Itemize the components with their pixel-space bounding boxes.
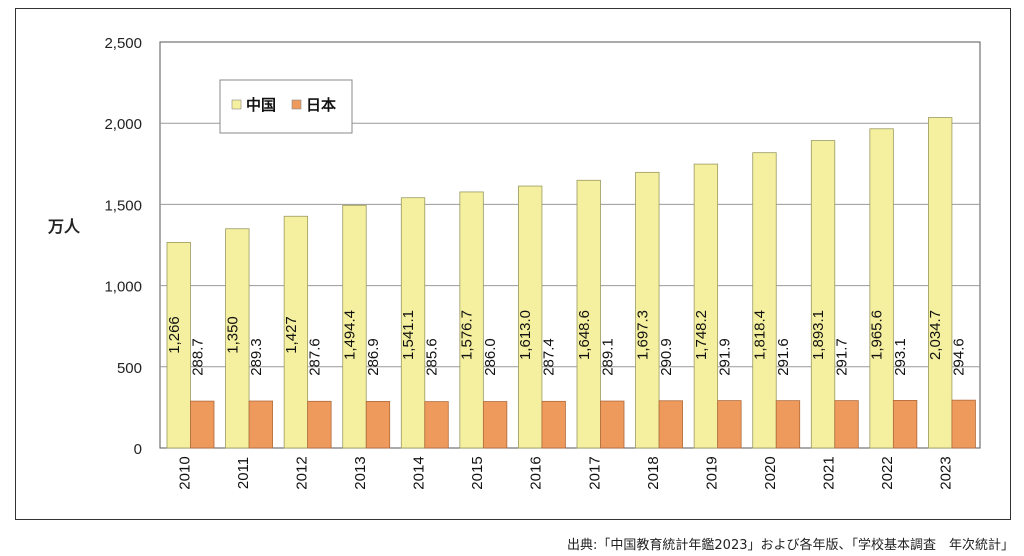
bar-china <box>342 204 367 449</box>
data-label: 289.1 <box>599 338 616 376</box>
x-tick-label: 2012 <box>293 456 310 489</box>
y-tick-label: 500 <box>117 360 142 377</box>
legend-box <box>219 79 353 134</box>
data-label: 1,541.1 <box>400 310 417 360</box>
data-label: 294.6 <box>951 338 968 376</box>
y-tick-label: 2,000 <box>104 116 142 133</box>
bar-china <box>869 128 894 449</box>
bar-japan <box>658 400 683 449</box>
data-label: 291.7 <box>834 338 851 376</box>
bar-china <box>518 185 543 449</box>
x-tick-label: 2023 <box>938 456 955 489</box>
legend-swatch <box>291 99 302 110</box>
legend-label: 日本 <box>306 96 336 114</box>
bar-china <box>283 215 309 449</box>
bar-china <box>459 191 484 449</box>
data-label: 288.7 <box>189 338 206 376</box>
data-label: 1,613.0 <box>517 310 534 360</box>
data-label: 1,576.7 <box>459 310 476 360</box>
legend-swatch <box>231 99 242 110</box>
bar-china <box>576 179 601 449</box>
data-label: 290.9 <box>658 338 675 376</box>
data-label: 2,034.7 <box>927 310 944 360</box>
bar-japan <box>365 401 391 449</box>
x-tick-label: 2019 <box>703 456 720 489</box>
x-tick-label: 2020 <box>762 456 779 489</box>
data-label: 289.3 <box>248 338 265 376</box>
bar-japan <box>541 400 566 449</box>
data-label: 287.6 <box>306 338 323 376</box>
data-label: 286.0 <box>482 338 499 376</box>
y-tick-label: 1,500 <box>104 197 142 214</box>
y-tick-label: 2,500 <box>104 35 142 52</box>
bar-china <box>635 171 660 449</box>
bar-japan <box>951 399 976 449</box>
data-label: 285.6 <box>424 338 441 376</box>
x-tick-label: 2018 <box>645 456 662 489</box>
x-tick-label: 2017 <box>586 456 603 489</box>
data-label: 1,748.2 <box>693 310 710 360</box>
data-label: 286.9 <box>365 338 382 376</box>
data-label: 1,818.4 <box>751 310 768 360</box>
bar-japan <box>482 401 508 449</box>
bar-china <box>400 197 426 449</box>
bar-japan <box>834 400 859 449</box>
data-label: 291.9 <box>716 338 733 376</box>
legend-label: 中国 <box>246 96 276 114</box>
x-tick-label: 2022 <box>879 456 896 489</box>
data-label: 293.1 <box>892 338 909 376</box>
data-label: 1,350 <box>224 316 241 354</box>
chart-frame <box>15 8 1011 520</box>
bar-china <box>810 140 836 449</box>
bar-japan <box>717 400 742 449</box>
bar-china <box>928 117 953 449</box>
x-tick-label: 2013 <box>352 456 369 489</box>
x-tick-label: 2011 <box>235 457 252 489</box>
bar-japan <box>600 400 625 449</box>
y-axis-label: 万人 <box>47 217 81 236</box>
x-tick-label: 2015 <box>469 456 486 489</box>
bar-japan <box>424 401 449 449</box>
x-tick-label: 2016 <box>528 456 545 489</box>
data-label: 1,494.4 <box>341 310 358 360</box>
data-label: 287.4 <box>541 338 558 376</box>
bar-japan <box>307 400 332 449</box>
data-label: 1,697.3 <box>634 310 651 360</box>
bar-china <box>225 228 250 449</box>
source-note: 出典:「中国教育統計年鑑2023」および各年版、「学校基本調査 年次統計」 <box>567 538 1014 553</box>
bar-japan <box>892 400 918 449</box>
bar-japan <box>775 400 801 449</box>
data-label: 1,266 <box>166 316 183 354</box>
bar-japan <box>190 400 215 449</box>
bar-china <box>752 152 777 449</box>
data-label: 1,893.1 <box>810 310 827 360</box>
bar-china <box>166 242 191 449</box>
x-tick-label: 2021 <box>821 456 838 489</box>
data-label: 291.6 <box>775 338 792 376</box>
y-tick-label: 0 <box>134 441 142 458</box>
data-label: 1,965.6 <box>869 310 886 360</box>
bar-china <box>693 163 719 449</box>
x-tick-label: 2010 <box>176 456 193 489</box>
data-label: 1,427 <box>283 316 300 354</box>
y-tick-label: 1,000 <box>104 279 142 296</box>
x-tick-label: 2014 <box>411 456 428 489</box>
data-label: 1,648.6 <box>576 310 593 360</box>
bar-japan <box>248 400 273 449</box>
